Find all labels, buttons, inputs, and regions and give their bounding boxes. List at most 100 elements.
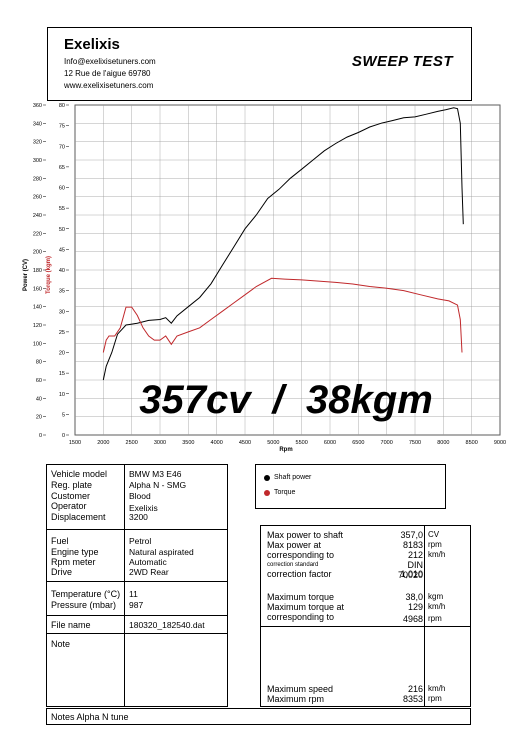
dyno-chart: 0204060801001201401601802002202402602803… [23,103,506,453]
correction-standard-label: correction standard [267,562,319,568]
torque-tick-label: 70 [59,144,65,150]
vehicle-value: Blood [129,491,151,501]
torque-tick-label: 15 [59,371,65,377]
vehicle-info-table: Vehicle model BMW M3 E46 Reg. plate Alpha N… [46,464,228,707]
power-tick-label: 100 [33,341,42,347]
legend-label-torque: Torque [274,489,296,496]
legend-swatch-power [264,475,270,481]
max-rpm-value: 8353 [402,694,423,704]
max-torque-label: Maximum torque [267,592,335,602]
max-power-value: 357,0 [400,530,423,540]
rpm-tick-label: 1500 [69,440,81,446]
max-torque-rpm: 4968 [402,614,423,624]
vehicle-value: BMW M3 E46 [129,469,182,479]
max-speed-label: Maximum speed [267,684,334,694]
rpm-tick-label: 4500 [239,440,251,446]
max-torque-value: 38,0 [405,592,423,602]
company-email: Info@exelixisetuners.com [64,57,156,66]
power-tick-label: 360 [33,103,42,109]
rpm-tick-label: 6500 [352,440,364,446]
power-axis: 0 20 40 60 80 100 120 140 160 180 200 220 240 260 280 3… [33,103,46,439]
torque-tick-label: 40 [59,268,65,274]
torque-tick-label: 65 [59,165,65,171]
file-name-label: File name [51,620,91,630]
max-speed-unit: km/h [428,684,446,693]
vehicle-label: Reg. plate [51,480,93,490]
rpm-tick-label: 2500 [126,440,138,446]
vehicle-label: Vehicle model [51,469,108,479]
conditions-label: Temperature (°C) [51,589,121,599]
note-label: Note [51,639,71,649]
max-power-corresponding-label: corresponding to [267,550,335,560]
max-torque-corresponding-label: corresponding to [267,612,335,622]
correction-factor-label: correction factor [267,569,332,579]
engine-value: Automatic [129,557,167,567]
power-tick-label: 160 [33,286,42,292]
power-tick-label: 60 [36,378,42,384]
vehicle-label: Customer [51,491,91,501]
legend-label-power: Shaft power [274,474,312,481]
power-tick-label: 120 [33,323,42,329]
series-line-power [102,107,464,381]
torque-tick-label: 10 [59,392,65,398]
torque-tick-label: 50 [59,227,65,233]
test-title: SWEEP TEST [351,53,453,70]
y-axis-label-power: Power (CV) [23,259,29,291]
rpm-tick-label: 8000 [437,440,449,446]
rpm-tick-label: 2000 [97,440,109,446]
torque-tick-label: 75 [59,124,65,130]
max-torque-speed-unit: km/h [428,602,446,611]
power-tick-label: 200 [33,250,42,256]
conditions-value: 987 [129,600,144,610]
rpm-tick-label: 4000 [211,440,223,446]
results-table: Max power to shaft Max power at correspo… [260,525,471,707]
max-torque-unit: kgm [428,592,444,601]
power-tick-label: 220 [33,231,42,237]
rpm-tick-label: 6000 [324,440,336,446]
torque-tick-label: 20 [59,351,65,357]
torque-tick-label: 60 [59,186,65,192]
correction-factor-value: 1,010 [400,569,423,579]
company-address: 12 Rue de l'aigue 69780 [64,69,151,78]
engine-label: Fuel [51,536,69,546]
power-tick-label: 280 [33,176,42,182]
max-power-rpm-unit: rpm [428,540,442,549]
torque-tick-label: 35 [59,289,65,295]
rpm-tick-label: 9000 [494,440,506,446]
power-tick-label: 180 [33,268,42,274]
max-power-label: Max power to shaft [267,530,344,540]
header-box: Exelixis Info@exelixisetuners.com 12 Rue… [47,27,472,101]
power-tick-label: 260 [33,195,42,201]
max-power-speed: 212 [407,550,423,560]
rpm-tick-label: 3500 [182,440,194,446]
vehicle-value: 3200 [129,512,148,522]
x-axis-label: Rpm [279,447,292,453]
vehicle-label: Operator [51,501,87,511]
chart-grid [74,104,501,436]
power-tick-label: 240 [33,213,42,219]
series-line-torque [102,277,463,353]
engine-value: 2WD Rear [129,567,169,577]
legend-swatch-torque [264,490,270,496]
power-tick-label: 80 [36,360,42,366]
power-tick-label: 300 [33,158,42,164]
power-tick-label: 340 [33,121,42,127]
power-tick-label: 40 [36,396,42,402]
rpm-tick-label: 7500 [409,440,421,446]
torque-tick-label: 25 [59,330,65,336]
engine-value: Petrol [129,536,152,546]
max-torque-at-label: Maximum torque at [267,602,345,612]
torque-tick-label: 80 [59,103,65,109]
power-tick-label: 320 [33,140,42,146]
chart-series [102,107,464,381]
conditions-value: 11 [129,589,138,599]
vehicle-value: Exelixis [129,503,158,513]
torque-tick-label: 5 [62,412,65,418]
rpm-axis: 1500 2000 2500 3000 3500 4000 4500 5000 5500 6000… [69,440,506,446]
notes-text: Notes Alpha N tune [51,712,129,722]
engine-label: Drive [51,567,73,577]
engine-label: Rpm meter [51,557,96,567]
power-tick-label: 0 [39,433,42,439]
max-torque-speed: 129 [407,602,423,612]
company-name: Exelixis [64,36,120,53]
